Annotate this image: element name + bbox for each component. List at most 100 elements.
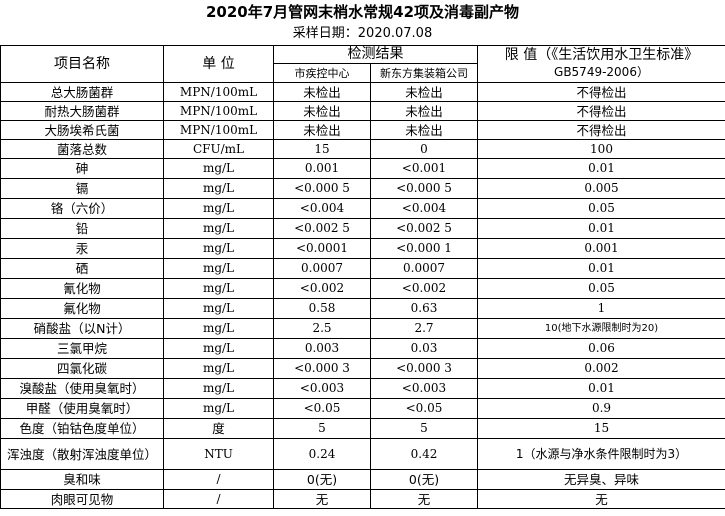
water-result-cell: <0.004 — [370, 198, 478, 219]
cdc-result-cell: 未检出 — [273, 101, 371, 121]
header-lab-cdc: 市疾控中心 — [273, 63, 371, 83]
limit-cell: 0.01 — [477, 258, 725, 279]
unit-cell: / — [163, 469, 274, 490]
water-result-cell: <0.001 — [370, 158, 478, 179]
item-name-cell: 臭和味 — [0, 469, 164, 490]
item-name-cell: 溴酸盐（使用臭氧时） — [0, 378, 164, 399]
unit-cell: MPN/100mL — [163, 82, 274, 102]
cdc-result-cell: 5 — [273, 418, 371, 439]
water-result-cell: <0.05 — [370, 398, 478, 419]
table-row: 镉 mg/L <0.000 5 <0.000 5 0.005 — [0, 178, 725, 199]
water-result-cell: 0.03 — [370, 338, 478, 359]
item-name-cell: 肉眼可见物 — [0, 489, 164, 509]
limit-cell: 0.005 — [477, 178, 725, 199]
water-result-cell: 0.0007 — [370, 258, 478, 279]
item-name-cell: 三氯甲烷 — [0, 338, 164, 359]
unit-cell: mg/L — [163, 178, 274, 199]
water-result-cell: <0.000 1 — [370, 238, 478, 259]
unit-cell: NTU — [163, 438, 274, 470]
table-row: 耐热大肠菌群 MPN/100mL 未检出 未检出 不得检出 — [0, 101, 725, 121]
water-result-cell: <0.002 — [370, 278, 478, 299]
limit-cell: 0.01 — [477, 158, 725, 179]
unit-cell: mg/L — [163, 318, 274, 339]
item-name-cell: 铅 — [0, 218, 164, 239]
limit-cell: 不得检出 — [477, 101, 725, 121]
item-name-cell: 菌落总数 — [0, 139, 164, 159]
table-row: 汞 mg/L <0.0001 <0.000 1 0.001 — [0, 238, 725, 259]
table-row: 总大肠菌群 MPN/100mL 未检出 未检出 不得检出 — [0, 82, 725, 102]
water-result-cell: 0.42 — [370, 438, 478, 470]
limit-cell: 0.01 — [477, 218, 725, 239]
limit-cell: 不得检出 — [477, 82, 725, 102]
header-results: 检测结果 — [273, 45, 478, 64]
cdc-result-cell: 0.0007 — [273, 258, 371, 279]
table-row: 三氯甲烷 mg/L 0.003 0.03 0.06 — [0, 338, 725, 359]
limit-cell: 无异臭、异味 — [477, 469, 725, 490]
unit-cell: / — [163, 489, 274, 509]
cdc-result-cell: 0.24 — [273, 438, 371, 470]
water-result-cell: 0 — [370, 139, 478, 159]
item-name-cell: 砷 — [0, 158, 164, 179]
water-result-cell: 无 — [370, 489, 478, 509]
item-name-cell: 浑浊度（散射浑浊度单位） — [0, 438, 164, 470]
unit-cell: MPN/100mL — [163, 120, 274, 140]
table-row: 硝酸盐（以N计） mg/L 2.5 2.7 10(地下水源限制时为20) — [0, 318, 725, 339]
table-row: 砷 mg/L 0.001 <0.001 0.01 — [0, 158, 725, 179]
cdc-result-cell: <0.000 3 — [273, 358, 371, 379]
limit-cell: 0.9 — [477, 398, 725, 419]
unit-cell: mg/L — [163, 338, 274, 359]
cdc-result-cell: 15 — [273, 139, 371, 159]
table-row: 氰化物 mg/L <0.002 <0.002 0.05 — [0, 278, 725, 299]
unit-cell: mg/L — [163, 218, 274, 239]
water-result-cell: 未检出 — [370, 101, 478, 121]
header-limit: 限 值（《生活饮用水卫生标准》 GB5749-2006） — [477, 45, 725, 83]
cdc-result-cell: <0.002 — [273, 278, 371, 299]
cdc-result-cell: <0.000 5 — [273, 178, 371, 199]
cdc-result-cell: 未检出 — [273, 82, 371, 102]
table-row: 四氯化碳 mg/L <0.000 3 <0.000 3 0.002 — [0, 358, 725, 379]
table-row: 溴酸盐（使用臭氧时） mg/L <0.003 <0.003 0.01 — [0, 378, 725, 399]
table-row: 氟化物 mg/L 0.58 0.63 1 — [0, 298, 725, 319]
cdc-result-cell: 未检出 — [273, 120, 371, 140]
unit-cell: mg/L — [163, 158, 274, 179]
header-limit-line2: GB5749-2006） — [554, 65, 649, 79]
cdc-result-cell: 0.003 — [273, 338, 371, 359]
results-table: 项目名称 单 位 检测结果 限 值（《生活饮用水卫生标准》 GB5749-200… — [0, 45, 725, 509]
water-result-cell: 0(无) — [370, 469, 478, 490]
water-result-cell: <0.000 5 — [370, 178, 478, 199]
water-result-cell: 2.7 — [370, 318, 478, 339]
limit-cell: 0.01 — [477, 378, 725, 399]
limit-cell: 1 — [477, 298, 725, 319]
table-row: 铅 mg/L <0.002 5 <0.002 5 0.01 — [0, 218, 725, 239]
item-name-cell: 铬（六价） — [0, 198, 164, 219]
sampling-date: 采样日期：2020.07.08 — [292, 26, 433, 41]
unit-cell: mg/L — [163, 398, 274, 419]
limit-cell: 无 — [477, 489, 725, 509]
item-name-cell: 汞 — [0, 238, 164, 259]
item-name-cell: 硝酸盐（以N计） — [0, 318, 164, 339]
unit-cell: mg/L — [163, 358, 274, 379]
water-result-cell: 未检出 — [370, 82, 478, 102]
item-name-cell: 硒 — [0, 258, 164, 279]
header-row: 项目名称 单 位 检测结果 限 值（《生活饮用水卫生标准》 GB5749-200… — [0, 45, 725, 83]
water-result-cell: <0.000 3 — [370, 358, 478, 379]
limit-cell: 0.002 — [477, 358, 725, 379]
header-unit: 单 位 — [163, 45, 274, 83]
item-name-cell: 色度（铂钴色度单位） — [0, 418, 164, 439]
table-row: 浑浊度（散射浑浊度单位） NTU 0.24 0.42 1（水源与净水条件限制时为3） — [0, 438, 725, 470]
header-item-name: 项目名称 — [0, 45, 164, 83]
cdc-result-cell: <0.002 5 — [273, 218, 371, 239]
item-name-cell: 甲醛（使用臭氧时） — [0, 398, 164, 419]
unit-cell: MPN/100mL — [163, 101, 274, 121]
header-limit-line1: 限 值（《生活饮用水卫生标准》 — [504, 47, 699, 63]
unit-cell: mg/L — [163, 298, 274, 319]
cdc-result-cell: <0.004 — [273, 198, 371, 219]
cdc-result-cell: 2.5 — [273, 318, 371, 339]
cdc-result-cell: 0.58 — [273, 298, 371, 319]
item-name-cell: 四氯化碳 — [0, 358, 164, 379]
cdc-result-cell: 0(无) — [273, 469, 371, 490]
limit-cell: 不得检出 — [477, 120, 725, 140]
report-title: 2020年7月管网末梢水常规42项及消毒副产物 — [205, 3, 520, 21]
table-row: 肉眼可见物 / 无无无 — [0, 489, 725, 509]
unit-cell: CFU/mL — [163, 139, 274, 159]
